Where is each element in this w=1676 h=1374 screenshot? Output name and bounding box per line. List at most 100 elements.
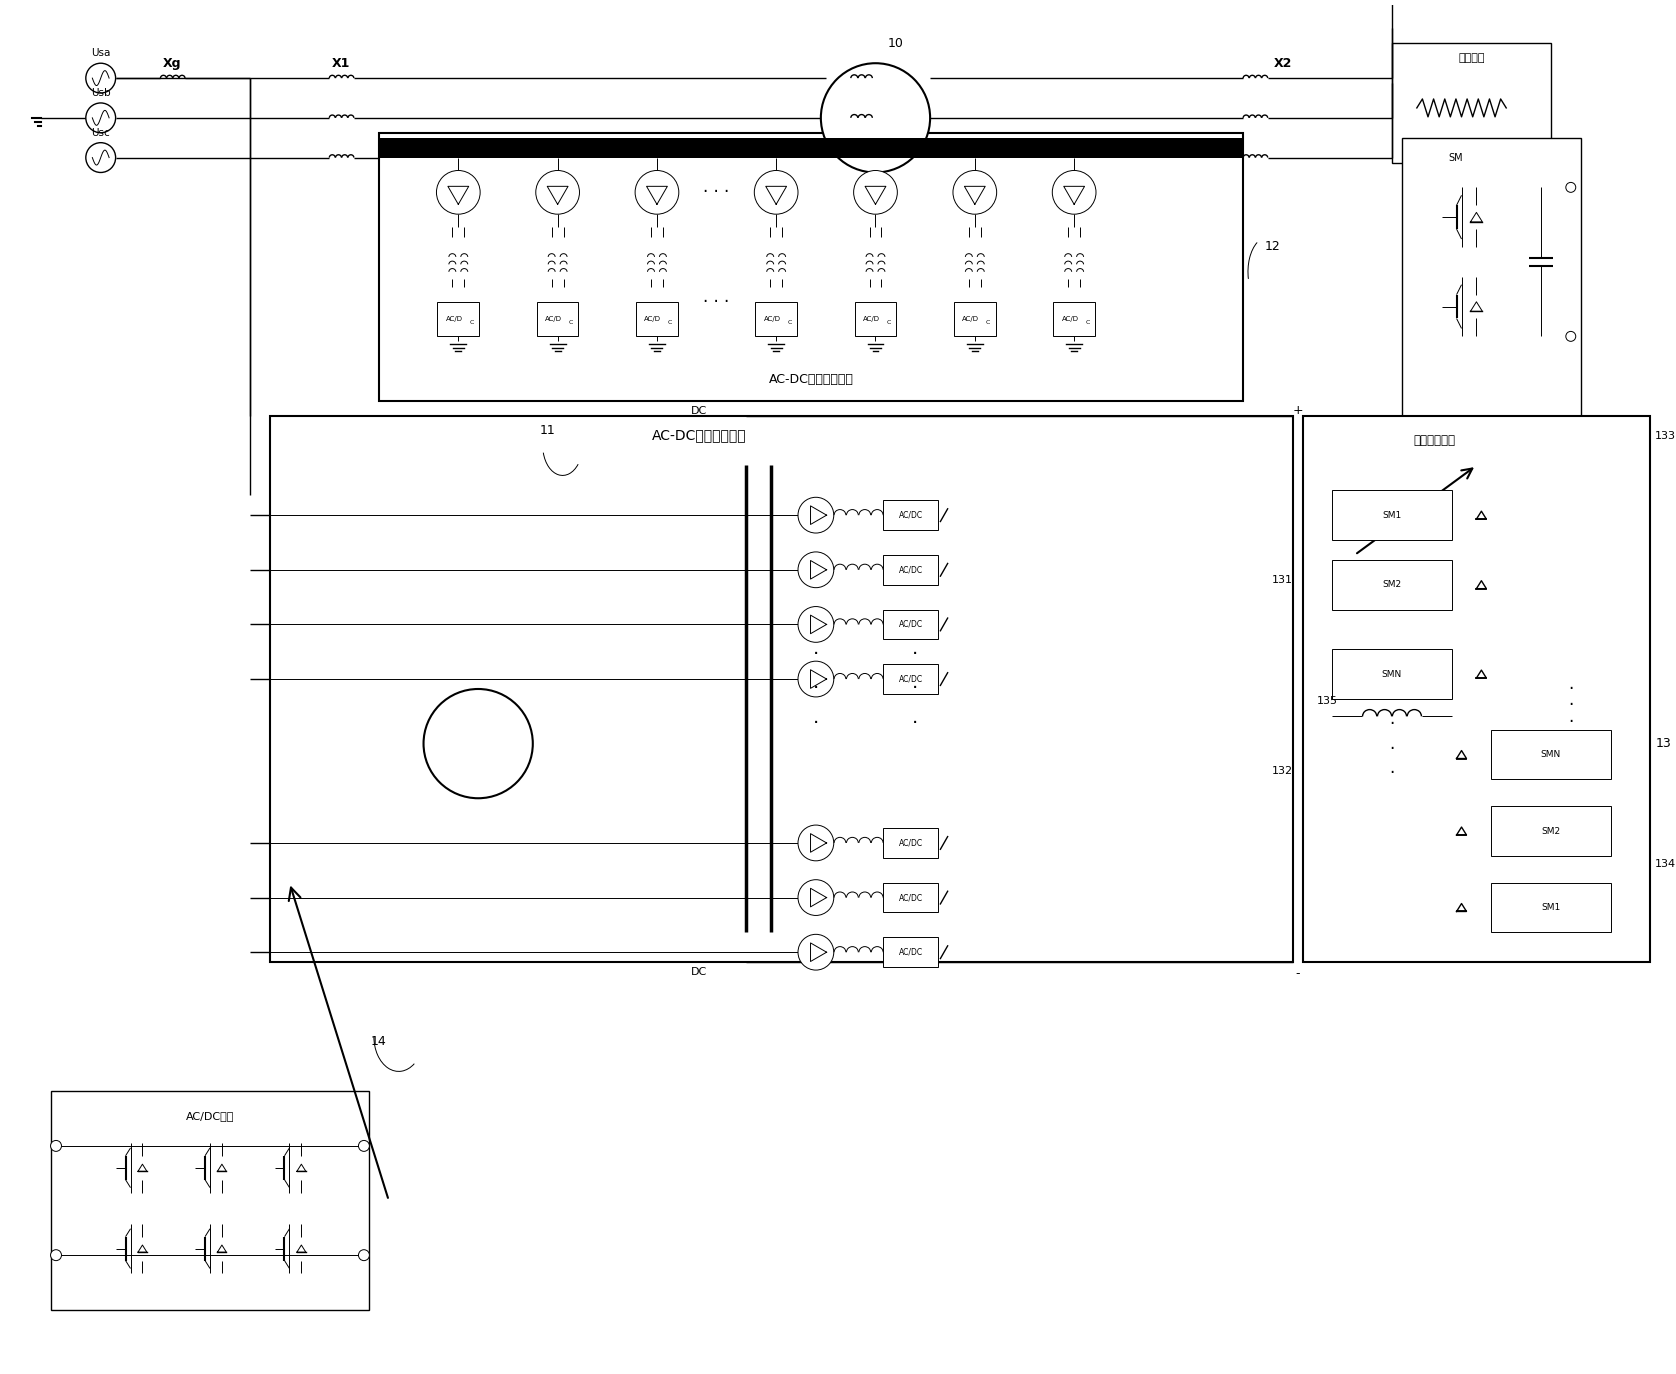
Text: ·: · <box>912 714 918 734</box>
Circle shape <box>1565 183 1575 192</box>
Text: AC/DC: AC/DC <box>898 893 923 903</box>
Text: AC/DC: AC/DC <box>898 838 923 848</box>
Text: 10: 10 <box>887 37 903 49</box>
Text: C: C <box>469 320 474 326</box>
Bar <box>1053 302 1094 337</box>
Circle shape <box>798 934 833 970</box>
Bar <box>883 882 939 912</box>
Circle shape <box>635 170 679 214</box>
Text: C: C <box>669 320 672 326</box>
Text: X2: X2 <box>1274 56 1292 70</box>
Text: ·: · <box>813 714 820 734</box>
Bar <box>1492 730 1611 779</box>
Text: · · ·: · · · <box>704 293 729 311</box>
Text: AC/DC: AC/DC <box>898 948 923 956</box>
Text: ·: · <box>1569 680 1574 698</box>
Circle shape <box>50 1250 62 1260</box>
Bar <box>756 302 798 337</box>
Bar <box>883 937 939 967</box>
Text: AC/D: AC/D <box>764 316 781 322</box>
Text: AC/DC: AC/DC <box>898 675 923 683</box>
Circle shape <box>85 103 116 133</box>
Circle shape <box>798 497 833 533</box>
Circle shape <box>1565 331 1575 341</box>
Text: X1: X1 <box>332 56 350 70</box>
Text: 12: 12 <box>1265 240 1280 253</box>
Bar <box>379 137 1244 158</box>
Bar <box>1492 807 1611 856</box>
Bar <box>637 302 677 337</box>
Text: ·: · <box>912 644 918 664</box>
Text: 133: 133 <box>1656 430 1676 441</box>
Text: DC: DC <box>691 405 707 416</box>
Text: DC: DC <box>691 967 707 977</box>
Text: SM2: SM2 <box>1542 827 1560 835</box>
Text: SM1: SM1 <box>1542 903 1560 912</box>
Text: AC/D: AC/D <box>446 316 463 322</box>
Bar <box>883 829 939 857</box>
Bar <box>1302 416 1651 962</box>
Bar <box>883 555 939 585</box>
Circle shape <box>424 688 533 798</box>
Text: 14: 14 <box>370 1035 387 1048</box>
Text: SMN: SMN <box>1383 669 1403 679</box>
Text: +: + <box>1292 404 1302 418</box>
Text: 13: 13 <box>1656 736 1671 750</box>
Circle shape <box>754 170 798 214</box>
Text: 直流斩波单元: 直流斩波单元 <box>1415 434 1456 447</box>
Text: SM1: SM1 <box>1383 511 1401 519</box>
Text: AC/DC: AC/DC <box>898 511 923 519</box>
Circle shape <box>436 170 479 214</box>
Text: 134: 134 <box>1656 859 1676 868</box>
Text: AC/DC: AC/DC <box>898 620 923 629</box>
Text: Usc: Usc <box>92 128 111 137</box>
Circle shape <box>798 552 833 588</box>
Bar <box>1492 882 1611 933</box>
Text: Usa: Usa <box>91 48 111 58</box>
Bar <box>437 302 479 337</box>
Circle shape <box>359 1140 369 1151</box>
Text: C: C <box>788 320 791 326</box>
Text: AC/D: AC/D <box>1061 316 1078 322</box>
Text: ·: · <box>1569 697 1574 714</box>
Bar <box>536 302 578 337</box>
Circle shape <box>798 824 833 861</box>
Bar <box>883 664 939 694</box>
Text: ·: · <box>813 644 820 664</box>
Bar <box>50 1091 369 1309</box>
Text: ·: · <box>912 680 918 698</box>
Bar <box>954 302 996 337</box>
Text: 11: 11 <box>540 425 555 437</box>
Circle shape <box>954 170 997 214</box>
Bar <box>1393 44 1550 162</box>
Text: 132: 132 <box>1272 765 1292 776</box>
Text: SM: SM <box>1448 153 1463 162</box>
Text: C: C <box>568 320 573 326</box>
Circle shape <box>798 606 833 642</box>
Text: ·: · <box>1389 739 1394 757</box>
Text: 131: 131 <box>1272 574 1292 585</box>
Circle shape <box>359 1250 369 1260</box>
Text: AC-DC变流器单元二: AC-DC变流器单元二 <box>769 372 853 386</box>
Text: AC/DC: AC/DC <box>898 565 923 574</box>
Circle shape <box>85 63 116 93</box>
Bar <box>855 302 897 337</box>
Bar <box>379 133 1244 401</box>
Text: ·: · <box>1569 713 1574 731</box>
Circle shape <box>798 879 833 915</box>
Text: · · ·: · · · <box>704 183 729 202</box>
Text: AC-DC变流器单元一: AC-DC变流器单元一 <box>652 429 746 442</box>
Text: AC/D: AC/D <box>545 316 561 322</box>
Bar <box>1401 137 1580 416</box>
Text: C: C <box>985 320 991 326</box>
Circle shape <box>536 170 580 214</box>
Bar <box>270 416 1292 962</box>
Bar <box>883 500 939 530</box>
Text: C: C <box>887 320 892 326</box>
Circle shape <box>853 170 897 214</box>
Bar <box>1332 650 1451 699</box>
Text: SMN: SMN <box>1540 750 1560 758</box>
Circle shape <box>821 63 930 173</box>
Text: 敏感负载: 敏感负载 <box>1458 54 1485 63</box>
Text: -: - <box>1296 967 1301 980</box>
